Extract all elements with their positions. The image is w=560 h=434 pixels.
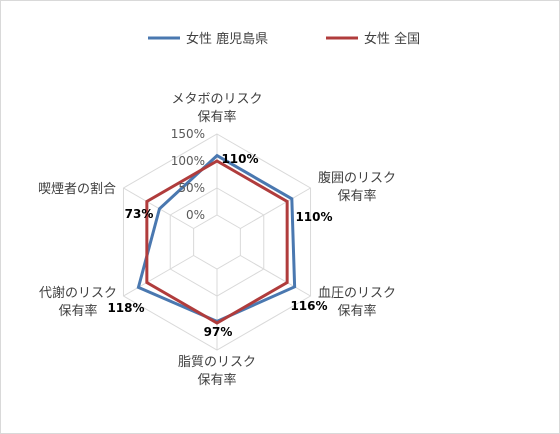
axis-label-0: メタボのリスク保有率 (171, 92, 262, 125)
spoke-4 (123, 255, 194, 297)
data-label-5: 73% (125, 207, 154, 221)
data-label-3: 97% (204, 325, 233, 339)
r-tick-label-1: 50% (178, 181, 205, 195)
r-tick-label-2: 100% (171, 154, 205, 168)
axis-label-1: 腹囲のリスク保有率 (318, 170, 396, 204)
legend: 女性 鹿児島県 女性 全国 (148, 31, 420, 47)
series-layer (136, 153, 297, 325)
spoke-1 (240, 187, 311, 229)
r-tick-label-3: 150% (171, 127, 205, 141)
data-label-2: 116% (290, 299, 327, 313)
radial-ticks: 0% 50% 100% 150% (171, 127, 205, 222)
series-line-1 (145, 159, 289, 325)
spoke-2 (240, 255, 311, 297)
legend-label-1: 女性 全国 (364, 31, 420, 47)
axis-label-5: 喫煙者の割合 (38, 181, 116, 197)
axis-label-4: 代謝のリスク保有率 (39, 286, 117, 319)
axis-label-3: 脂質のリスク保有率 (178, 355, 256, 388)
legend-label-0: 女性 鹿児島県 (186, 31, 268, 47)
data-label-4: 118% (107, 301, 144, 315)
grid-ring-0 (193, 214, 241, 270)
r-tick-label-0: 0% (186, 208, 205, 222)
axis-label-2: 血圧のリスク保有率 (318, 286, 396, 319)
data-label-0: 110% (221, 152, 258, 166)
data-label-1: 110% (295, 210, 332, 224)
data-labels: 110% 110% 116% 97% 118% 73% (107, 152, 332, 339)
